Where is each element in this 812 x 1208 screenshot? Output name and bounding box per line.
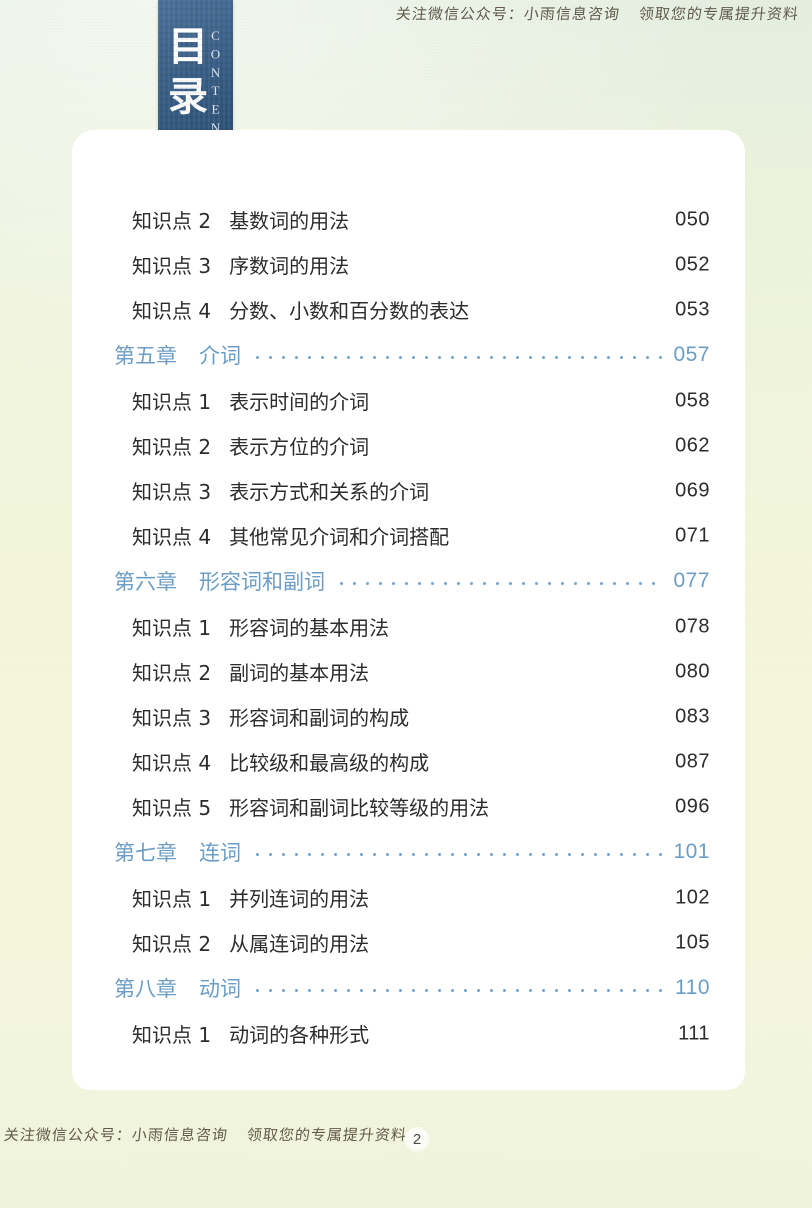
knowledge-point-label: 知识点 1 [132,1023,212,1047]
toc-entry-row[interactable]: 知识点 4 其他常见介词和介词搭配 071 [114,513,714,558]
chapter-label: 第七章 [114,841,177,865]
contents-banner-title-cn: 目录 [168,24,208,120]
toc-entry-row[interactable]: 知识点 3 形容词和副词的构成 083 [114,694,714,739]
knowledge-point-title: 表示时间的介词 [229,390,370,414]
chapter-title: 连词 [199,841,241,865]
knowledge-point-label: 知识点 3 [132,706,212,730]
knowledge-point-label: 知识点 2 [132,209,212,233]
chapter-label: 第八章 [114,977,177,1001]
page-number-value: 052 [675,253,710,275]
knowledge-point-title: 动词的各种形式 [229,1023,370,1047]
page-number: 2 [404,1127,430,1153]
page-number-value: 080 [675,660,710,682]
toc-entry-row[interactable]: 知识点 2 副词的基本用法 080 [114,649,714,694]
contents-banner: 目录 CONTENTS [158,0,233,148]
toc-chapter-row[interactable]: 第七章 连词 101 [114,829,714,875]
contents-banner-title-en: CONTENTS [208,28,223,148]
knowledge-point-label: 知识点 3 [132,254,212,278]
chapter-title: 动词 [199,977,241,1001]
knowledge-point-title: 形容词和副词比较等级的用法 [229,796,490,820]
toc-entry-row[interactable]: 知识点 2 从属连词的用法 105 [114,920,714,965]
knowledge-point-title: 表示方式和关系的介词 [229,480,430,504]
knowledge-point-label: 知识点 2 [132,661,212,685]
page-number-value: 071 [675,524,710,546]
knowledge-point-title: 比较级和最高级的构成 [229,751,430,775]
page-number-value: 062 [675,434,710,456]
dot-leader [251,978,708,998]
page-number-value: 111 [678,1022,710,1044]
toc-entry-row[interactable]: 知识点 5 形容词和副词比较等级的用法 096 [114,784,714,829]
knowledge-point-title: 形容词的基本用法 [229,616,390,640]
knowledge-point-label: 知识点 4 [132,751,212,775]
toc-entry-row[interactable]: 知识点 4 比较级和最高级的构成 087 [114,739,714,784]
knowledge-point-label: 知识点 1 [132,616,212,640]
table-of-contents-list: 知识点 2 基数词的用法 050 知识点 3 序数词的用法 052 知识点 4 分数、小数和百… [114,197,714,1056]
page-number-value: 087 [675,750,710,772]
chapter-label: 第六章 [114,570,177,594]
toc-entry-row[interactable]: 知识点 1 形容词的基本用法 078 [114,604,714,649]
knowledge-point-label: 知识点 4 [132,525,212,549]
knowledge-point-title: 其他常见介词和介词搭配 [229,525,450,549]
toc-entry-row[interactable]: 知识点 3 表示方式和关系的介词 069 [114,468,714,513]
knowledge-point-label: 知识点 4 [132,299,212,323]
page-number-value: 057 [673,343,710,366]
table-of-contents-card: 知识点 2 基数词的用法 050 知识点 3 序数词的用法 052 知识点 4 分数、小数和百… [72,130,745,1090]
watermark-bottom: 关注微信公众号：小雨信息咨询 领取您的专属提升资料 [3,1128,408,1144]
knowledge-point-label: 知识点 2 [132,435,212,459]
page-number-value: 078 [675,615,710,637]
toc-entry-row[interactable]: 知识点 4 分数、小数和百分数的表达 053 [114,287,714,332]
toc-entry-row[interactable]: 知识点 1 动词的各种形式 111 [114,1011,714,1056]
dot-leader [251,345,708,365]
page-number-value: 096 [675,795,710,817]
toc-entry-row[interactable]: 知识点 3 序数词的用法 052 [114,242,714,287]
dot-leader [251,842,708,862]
page-number-value: 101 [673,840,710,863]
toc-entry-row[interactable]: 知识点 1 并列连词的用法 102 [114,875,714,920]
chapter-title: 介词 [199,344,241,368]
toc-entry-row[interactable]: 知识点 1 表示时间的介词 058 [114,378,714,423]
page-number-value: 058 [675,389,710,411]
knowledge-point-title: 表示方位的介词 [229,435,370,459]
dot-leader [335,571,708,591]
knowledge-point-title: 形容词和副词的构成 [229,706,410,730]
knowledge-point-title: 基数词的用法 [229,209,350,233]
knowledge-point-title: 副词的基本用法 [229,661,370,685]
toc-chapter-row[interactable]: 第五章 介词 057 [114,332,714,378]
page-number-value: 105 [675,931,710,953]
chapter-label: 第五章 [114,344,177,368]
watermark-top: 关注微信公众号：小雨信息咨询 领取您的专属提升资料 [395,7,800,23]
knowledge-point-label: 知识点 2 [132,932,212,956]
chapter-title: 形容词和副词 [199,570,325,594]
knowledge-point-label: 知识点 5 [132,796,212,820]
toc-chapter-row[interactable]: 第六章 形容词和副词 077 [114,558,714,604]
knowledge-point-label: 知识点 1 [132,887,212,911]
page-number-value: 083 [675,705,710,727]
knowledge-point-title: 序数词的用法 [229,254,350,278]
toc-entry-row[interactable]: 知识点 2 表示方位的介词 062 [114,423,714,468]
page-number-value: 102 [675,886,710,908]
page-number-value: 077 [673,569,710,592]
toc-chapter-row[interactable]: 第八章 动词 110 [114,965,714,1011]
knowledge-point-label: 知识点 3 [132,480,212,504]
knowledge-point-title: 分数、小数和百分数的表达 [229,299,470,323]
page-number-value: 053 [675,298,710,320]
knowledge-point-title: 并列连词的用法 [229,887,370,911]
toc-entry-row[interactable]: 知识点 2 基数词的用法 050 [114,197,714,242]
page-number-value: 069 [675,479,710,501]
page-number-value: 110 [675,976,710,999]
knowledge-point-label: 知识点 1 [132,390,212,414]
knowledge-point-title: 从属连词的用法 [229,932,370,956]
page-number-value: 050 [675,208,710,230]
